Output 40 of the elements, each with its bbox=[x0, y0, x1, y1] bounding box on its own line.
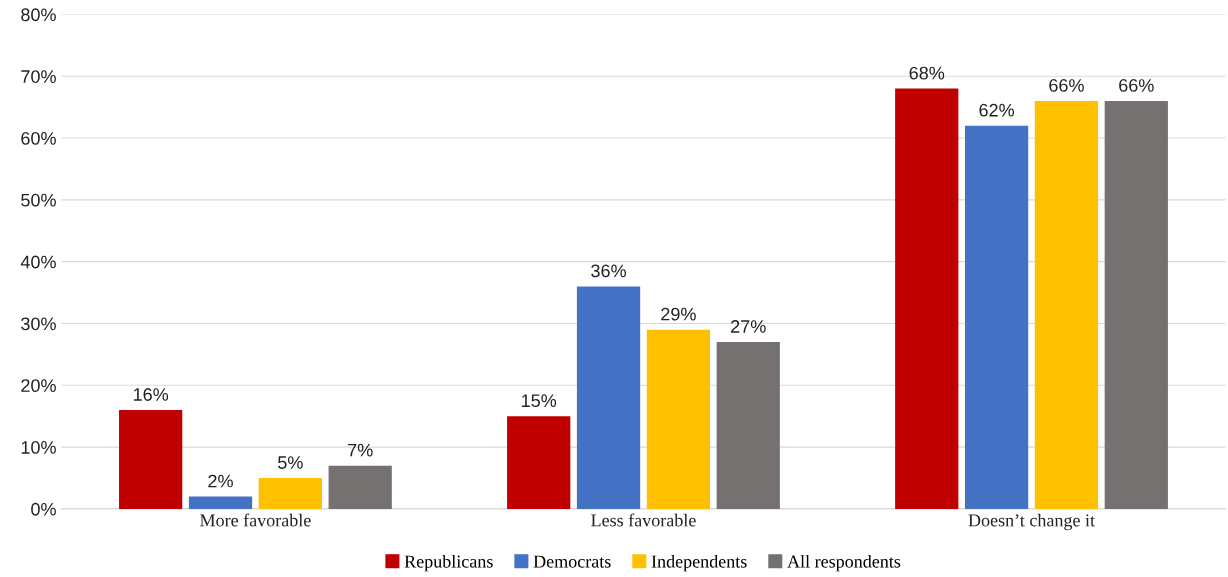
data-label: 66% bbox=[1049, 79, 1084, 92]
bar bbox=[716, 342, 780, 509]
bar bbox=[188, 496, 253, 509]
y-tick-label: 60% bbox=[21, 131, 56, 145]
legend-label: All respondents bbox=[787, 554, 901, 572]
data-label: 16% bbox=[133, 388, 169, 401]
data-label: 7% bbox=[348, 443, 373, 457]
y-tick-label: 80% bbox=[21, 8, 56, 22]
bar bbox=[507, 416, 571, 509]
data-label: 15% bbox=[522, 394, 557, 408]
data-label: 29% bbox=[661, 307, 696, 321]
y-tick-label: 40% bbox=[20, 255, 56, 269]
bar bbox=[895, 88, 959, 509]
data-label: 62% bbox=[979, 103, 1015, 117]
y-tick-label: 70% bbox=[21, 70, 56, 83]
data-label: 68% bbox=[909, 66, 945, 80]
data-label: 2% bbox=[208, 474, 233, 488]
legend-label: Democrats bbox=[533, 555, 611, 568]
x-tick-label: Less favorable bbox=[591, 513, 696, 527]
x-tick-label: More favorable bbox=[200, 513, 311, 527]
data-label: 27% bbox=[731, 320, 766, 333]
bar bbox=[646, 329, 711, 509]
y-tick-label: 10% bbox=[21, 441, 56, 454]
bar bbox=[1104, 100, 1168, 509]
x-tick-label: Doesn’t change it bbox=[968, 513, 1095, 531]
bar bbox=[328, 465, 392, 509]
y-tick-label: 0% bbox=[31, 502, 56, 516]
bar bbox=[258, 478, 322, 509]
bar bbox=[576, 286, 641, 509]
bar bbox=[119, 410, 183, 509]
y-tick-label: 20% bbox=[21, 379, 56, 393]
data-label: 36% bbox=[591, 264, 626, 278]
y-tick-label: 30% bbox=[21, 317, 56, 331]
data-label: 5% bbox=[278, 456, 303, 469]
bar bbox=[1034, 100, 1099, 509]
legend-label: Independents bbox=[651, 554, 747, 572]
bar bbox=[964, 125, 1029, 509]
legend-label: Republicans bbox=[404, 554, 493, 572]
y-tick-label: 50% bbox=[21, 193, 56, 207]
data-label: 66% bbox=[1119, 79, 1154, 92]
